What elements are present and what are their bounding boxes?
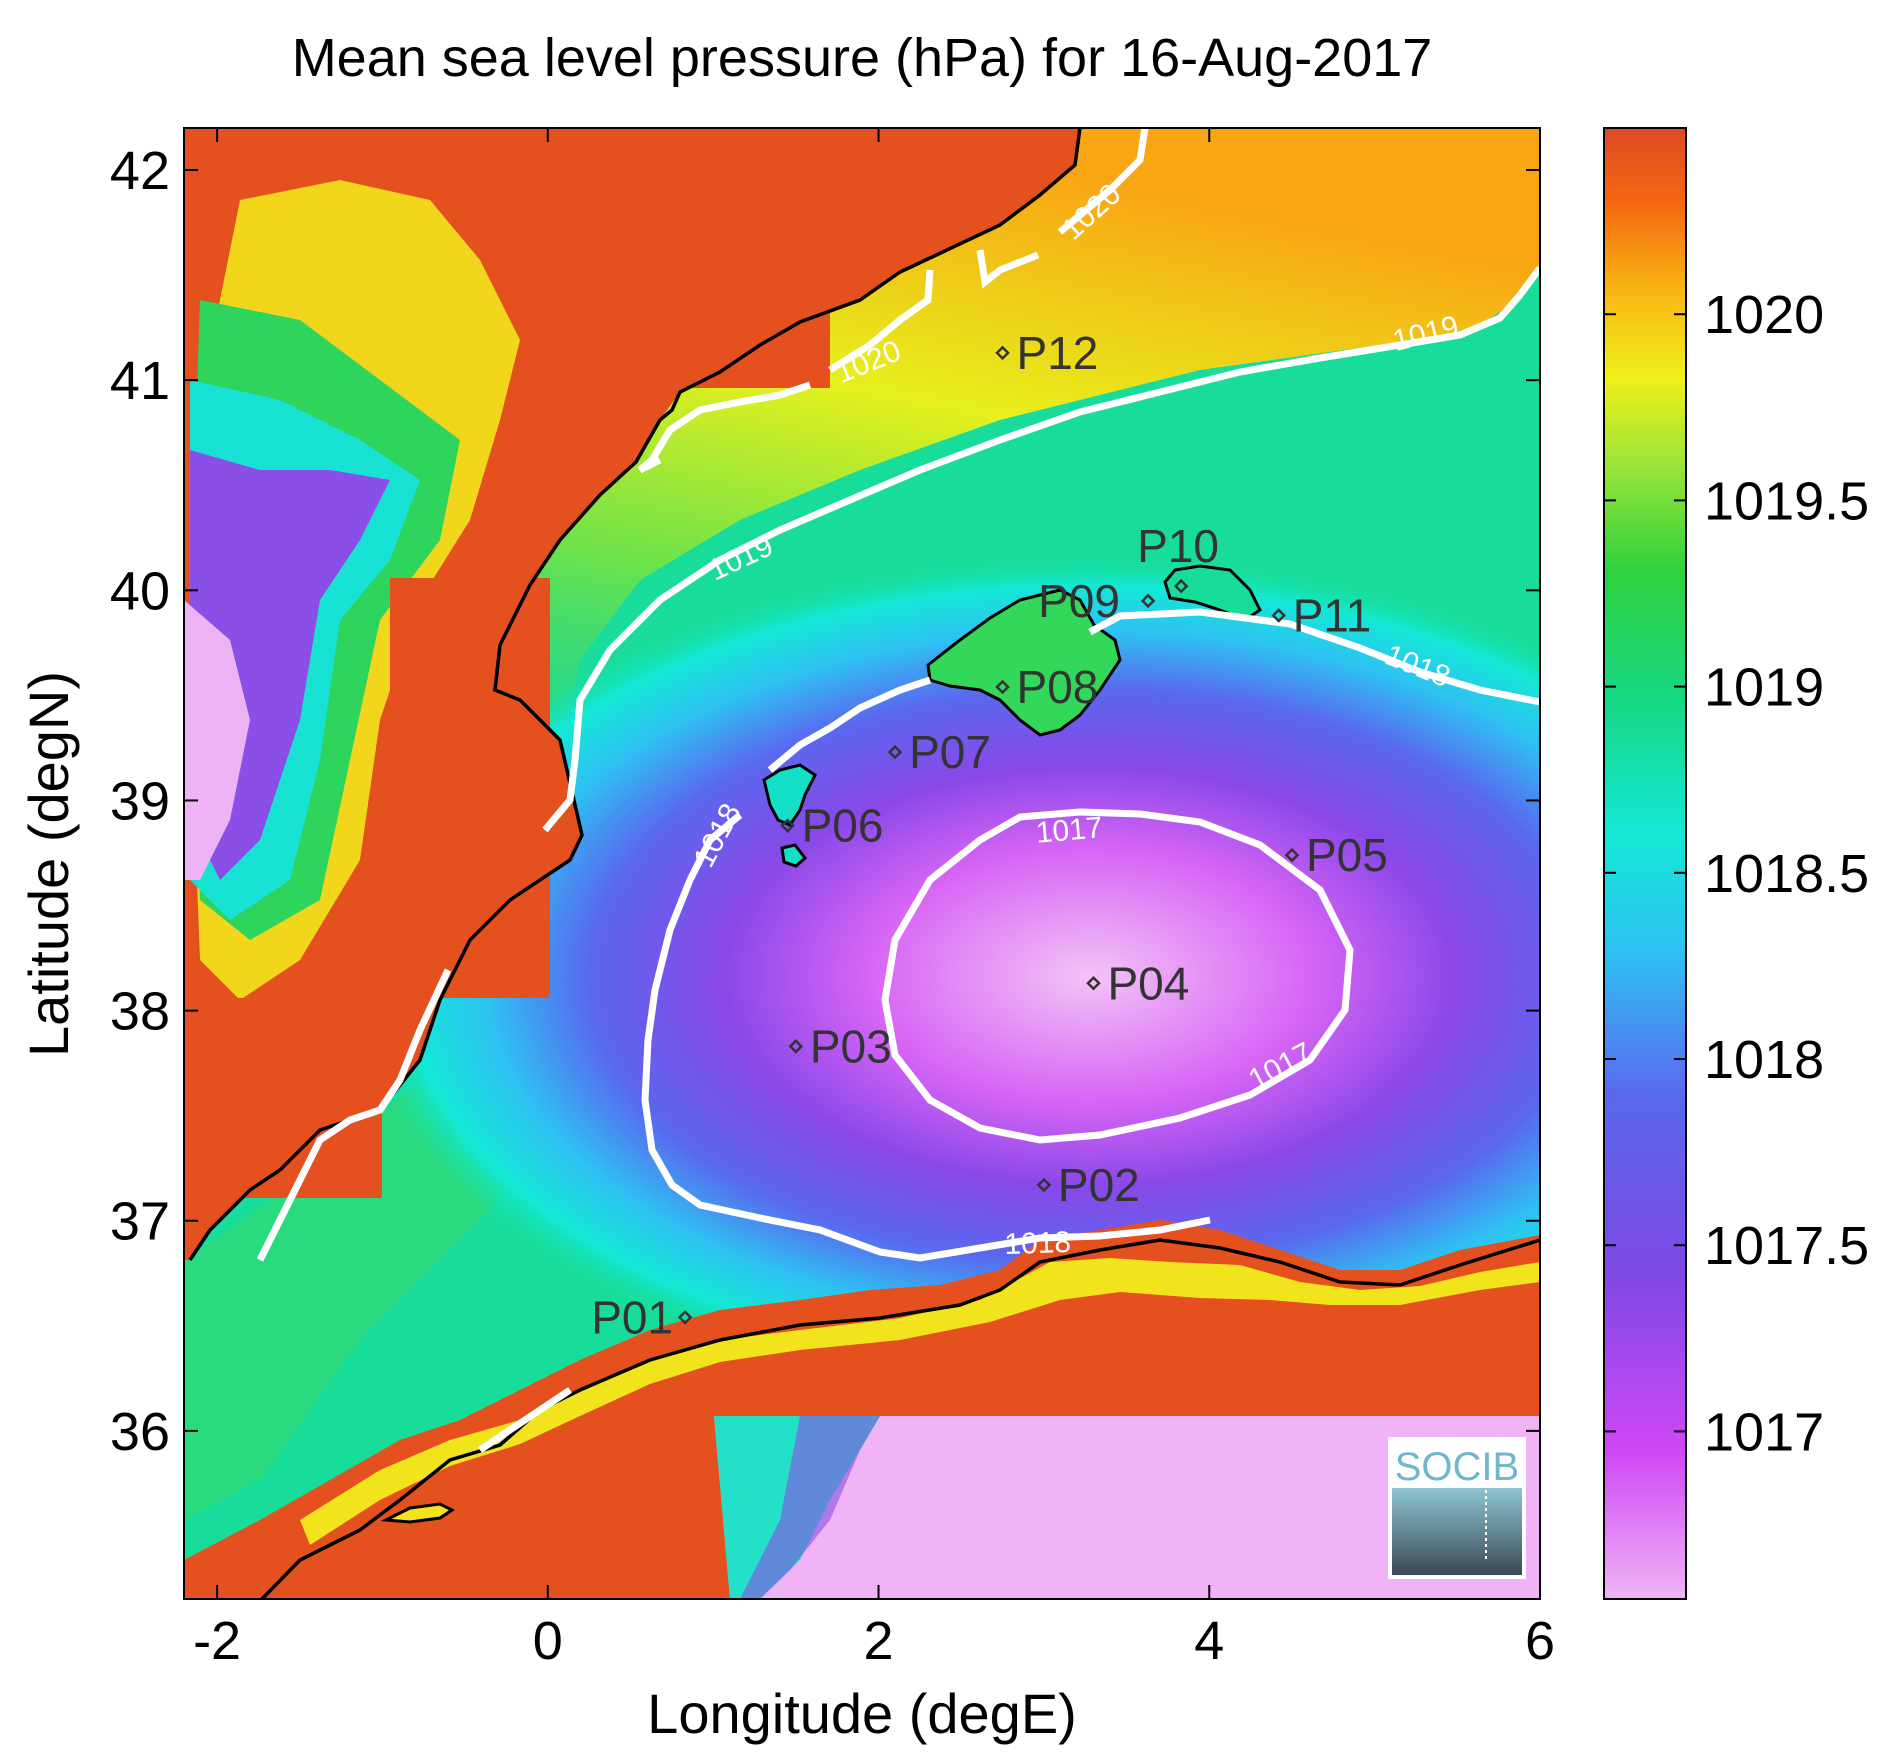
contour-1017 (881, 808, 1354, 1144)
station-label-p07: P07 (909, 726, 991, 778)
station-marker-p09 (1140, 593, 1156, 609)
iberia-interior-pink (184, 600, 250, 880)
station-marker-p07 (887, 744, 903, 760)
contour-1020 (637, 128, 1149, 474)
station-marker-p10 (1173, 578, 1189, 594)
x-axis: -2 0 2 4 6 (193, 128, 1555, 1671)
socib-logo: SOCIB (1388, 1437, 1526, 1579)
contour-1018 (641, 608, 1540, 1262)
iberia-interior-purple (190, 450, 390, 880)
y-tick-label: 39 (110, 771, 170, 831)
y-tick-label: 41 (110, 351, 170, 411)
station-marker-p11 (1271, 608, 1286, 623)
africa-southeast-edge-purple (740, 1416, 880, 1599)
colorbar-tick-label: 1018 (1704, 1030, 1824, 1090)
station-label-p04: P04 (1108, 957, 1190, 1009)
station-label-p06: P06 (802, 800, 884, 852)
plot-frame (183, 127, 1541, 1600)
station-marker-p05 (1284, 847, 1300, 863)
colorbar-tick-label: 1017.5 (1704, 1216, 1869, 1276)
station-label-p11: P11 (1293, 590, 1371, 642)
mallorca-land (926, 588, 1122, 737)
contour-1019 (256, 265, 1540, 1453)
x-tick-label: 2 (864, 1611, 894, 1671)
colorbar-tick-label: 1017 (1704, 1402, 1824, 1462)
x-tick-label: 4 (1194, 1611, 1224, 1671)
colorbar-tick-label: 1018.5 (1704, 844, 1869, 904)
iberia-north-block (530, 128, 830, 388)
y-axis: 36 37 38 39 40 41 42 (110, 141, 1540, 1462)
y-tick-label: 40 (110, 561, 170, 621)
station-label-p01: P01 (591, 1291, 673, 1343)
low-pressure-core (310, 536, 1540, 1416)
y-tick-label: 37 (110, 1192, 170, 1252)
formentera-land (780, 843, 808, 868)
station-marker-p12 (995, 345, 1010, 361)
station-label-p02: P02 (1058, 1159, 1140, 1211)
station-label-p03: P03 (810, 1020, 892, 1072)
iberia-south-block (222, 998, 382, 1198)
contour-label-1017-top: 1017 (1034, 811, 1103, 850)
station-marker-p08 (995, 679, 1010, 695)
station-label-p12: P12 (1017, 327, 1099, 379)
y-tick-label: 38 (110, 982, 170, 1042)
y-axis-label: Latitude (degN) (17, 671, 80, 1057)
station-marker-p04 (1086, 976, 1101, 991)
y-tick-label: 42 (110, 141, 170, 201)
africa-southeast-pink (714, 1416, 1540, 1599)
iberia-east-block (390, 578, 550, 998)
ibiza-land (762, 763, 817, 827)
station-label-p09: P09 (1038, 575, 1120, 627)
africa-coast-yellow (300, 1258, 1540, 1545)
x-axis-label: Longitude (degE) (647, 1682, 1077, 1745)
figure-title: Mean sea level pressure (hPa) for 16-Aug… (292, 28, 1433, 88)
station-marker-p02 (1036, 1177, 1052, 1193)
station-marker-p06 (780, 818, 795, 833)
menorca-land (1163, 564, 1262, 622)
alboran-island (380, 1502, 455, 1524)
station-marker-p01 (677, 1310, 693, 1325)
station-label-p10: P10 (1137, 520, 1219, 572)
station-marker-p03 (788, 1039, 804, 1054)
colorbar (1603, 127, 1687, 1600)
x-tick-label: -2 (193, 1611, 241, 1671)
stations-layer: P01 P02 P03 P04 P05 P06 P07 P08 P09 P10 P11 P12 (591, 327, 1388, 1344)
station-label-p05: P05 (1306, 829, 1388, 881)
africa-coastline (260, 1238, 1540, 1599)
colorbar-ticks: 1017 1017.5 1018 1018.5 1019 1019.5 1020 (1604, 285, 1869, 1462)
contour-label-1018-bottom: 1018 (1004, 1226, 1072, 1261)
y-tick-label: 36 (110, 1402, 170, 1462)
socib-logo-text: SOCIB (1395, 1445, 1519, 1489)
colorbar-tick-label: 1020 (1704, 285, 1824, 345)
x-tick-label: 6 (1525, 1611, 1555, 1671)
x-tick-label: 0 (533, 1611, 563, 1671)
colorbar-tick-label: 1019 (1704, 658, 1824, 718)
colorbar-tick-label: 1019.5 (1704, 471, 1869, 531)
station-label-p08: P08 (1017, 661, 1099, 713)
